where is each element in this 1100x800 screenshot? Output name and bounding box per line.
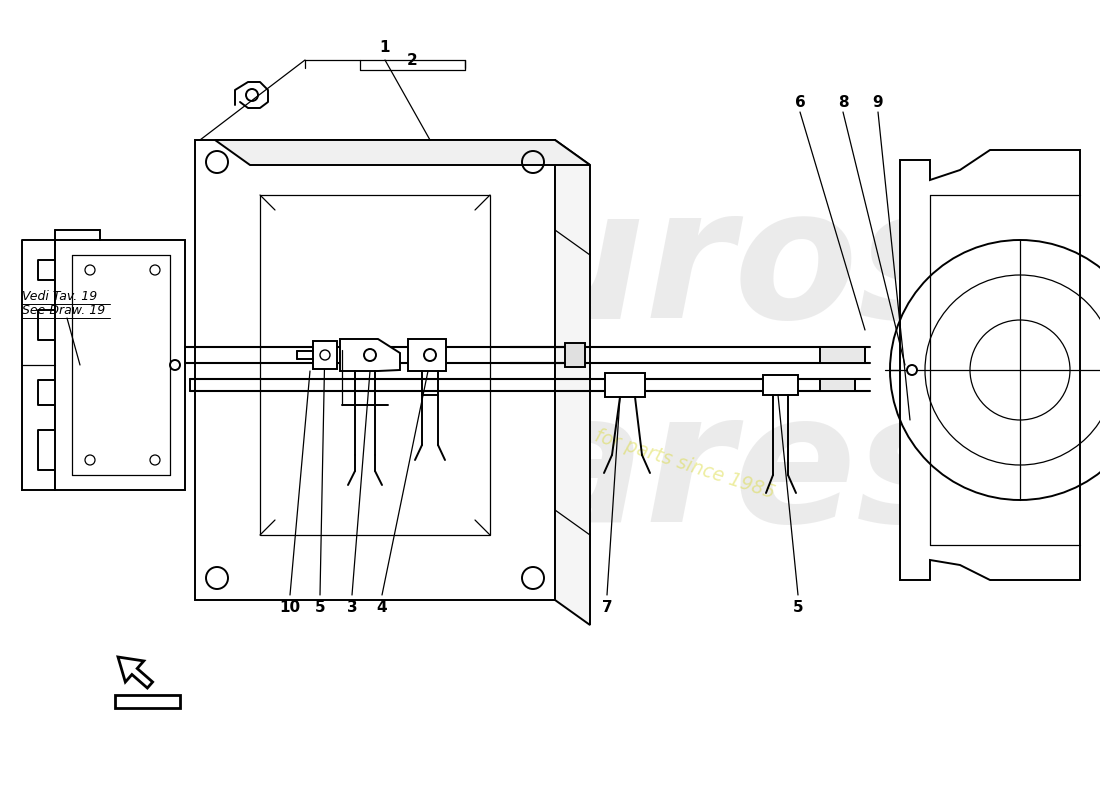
Polygon shape: [260, 195, 490, 535]
Text: See Draw. 19: See Draw. 19: [22, 304, 106, 317]
Circle shape: [364, 349, 376, 361]
Polygon shape: [340, 339, 400, 371]
Polygon shape: [116, 695, 180, 708]
Text: 2: 2: [407, 53, 418, 68]
Polygon shape: [565, 343, 585, 367]
Polygon shape: [314, 341, 337, 369]
Polygon shape: [820, 347, 865, 363]
Text: 1: 1: [379, 40, 390, 55]
Text: 7: 7: [602, 600, 613, 615]
Circle shape: [424, 349, 436, 361]
Polygon shape: [195, 140, 556, 600]
Text: a passion for parts since 1985: a passion for parts since 1985: [503, 398, 778, 502]
Polygon shape: [408, 339, 446, 371]
Polygon shape: [214, 140, 590, 165]
Text: 9: 9: [872, 95, 883, 110]
Text: Vedi Tav. 19: Vedi Tav. 19: [22, 290, 97, 303]
Text: euros
pares: euros pares: [395, 180, 966, 560]
Polygon shape: [556, 140, 590, 625]
Text: 5: 5: [315, 600, 326, 615]
Text: 6: 6: [794, 95, 805, 110]
Text: 10: 10: [279, 600, 300, 615]
Text: 4: 4: [376, 600, 387, 615]
Circle shape: [908, 365, 917, 375]
Polygon shape: [605, 373, 645, 397]
Polygon shape: [763, 375, 798, 395]
Polygon shape: [900, 150, 1080, 580]
Polygon shape: [820, 379, 855, 391]
Text: 8: 8: [838, 95, 848, 110]
Circle shape: [320, 350, 330, 360]
Circle shape: [170, 360, 180, 370]
Text: 3: 3: [346, 600, 358, 615]
Text: 5: 5: [793, 600, 803, 615]
Polygon shape: [55, 240, 185, 490]
FancyArrow shape: [118, 657, 153, 688]
